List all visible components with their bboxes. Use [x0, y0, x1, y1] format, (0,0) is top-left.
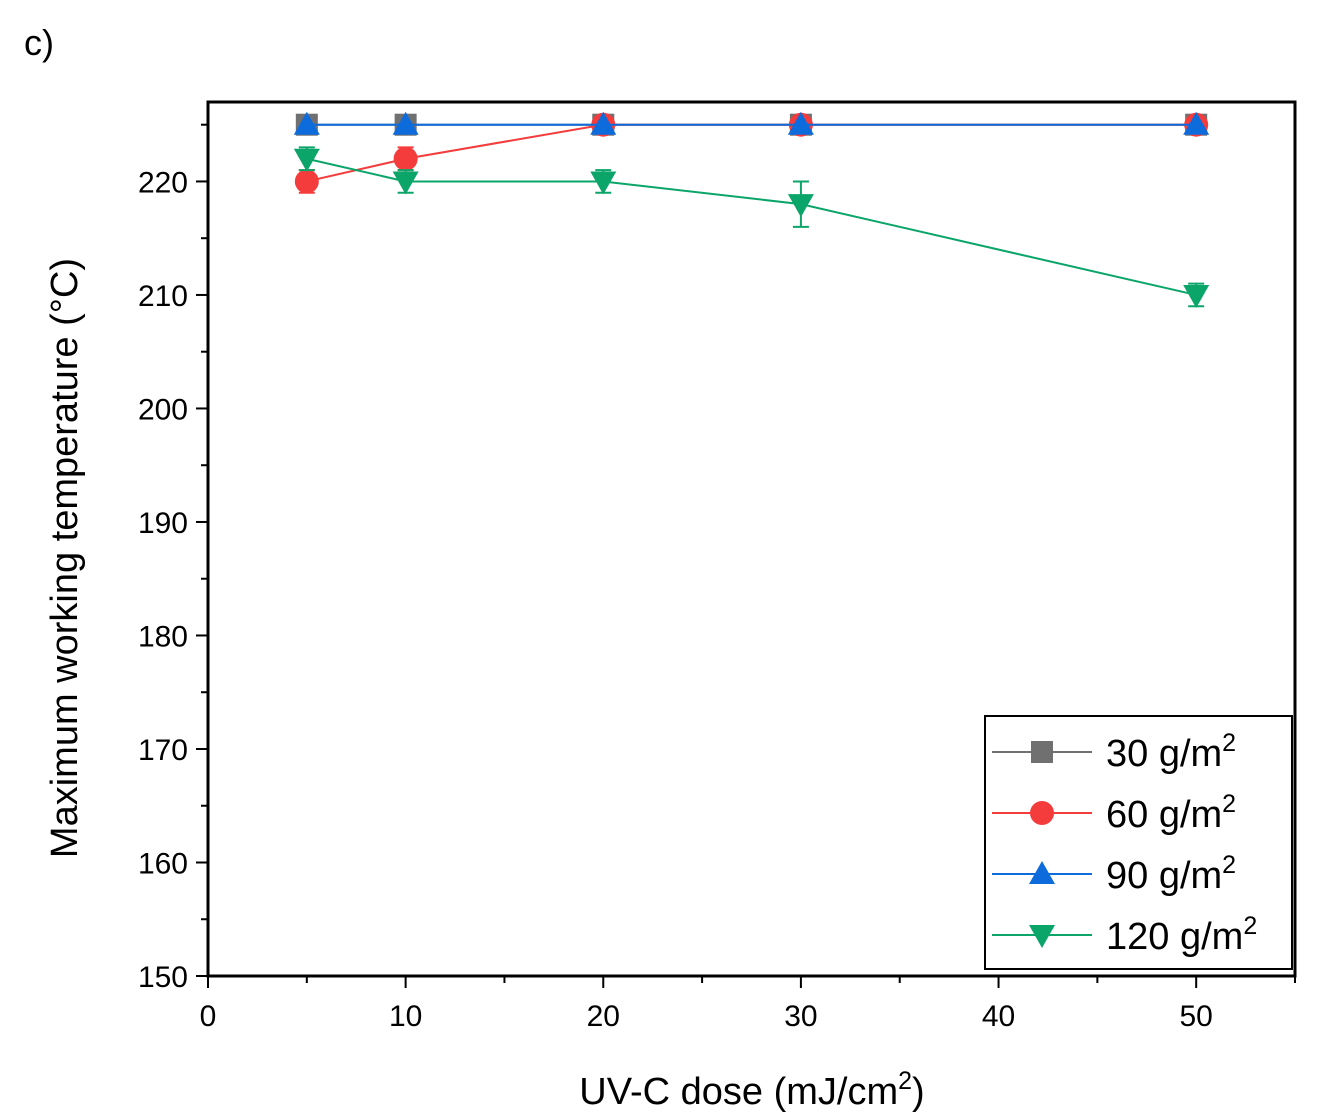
data-point: [392, 111, 419, 135]
x-tick-label: 0: [200, 1000, 217, 1033]
plot-frame: [206, 100, 1297, 978]
x-tick-label: 10: [389, 1000, 422, 1033]
y-tick-label: 170: [138, 734, 188, 767]
data-point: [294, 169, 319, 194]
data-point: [293, 148, 320, 172]
y-axis-title: Maximum working temperature (°C): [44, 258, 86, 858]
series-line: [306, 157, 1197, 296]
data-point: [590, 111, 617, 135]
data-point: [787, 111, 814, 135]
y-tick-label: 210: [138, 280, 188, 313]
data-point: [1183, 111, 1210, 135]
series-3: [293, 146, 1210, 308]
series-line: [306, 123, 1197, 183]
panel-label: c): [24, 22, 54, 63]
legend-marker: [1030, 801, 1054, 825]
data-point: [787, 194, 814, 218]
data-point: [293, 111, 320, 135]
y-tick-label: 160: [138, 847, 188, 880]
x-axis-title-main: UV-C dose (mJ/cm: [579, 1071, 898, 1113]
y-tick-label: 220: [138, 166, 188, 199]
x-axis-title-end: ): [912, 1071, 925, 1113]
data-point: [393, 146, 418, 171]
legend-label: 30 g/m2: [1106, 729, 1236, 775]
legend-label: 120 g/m2: [1106, 912, 1257, 958]
x-tick-label: 30: [784, 1000, 817, 1033]
data-point: [590, 171, 617, 195]
series-2: [293, 111, 1210, 135]
legend-label: 60 g/m2: [1106, 790, 1236, 836]
x-tick-label: 50: [1179, 1000, 1212, 1033]
y-tick-label: 200: [138, 393, 188, 426]
legend-marker: [1029, 861, 1055, 884]
legend-marker: [1031, 741, 1053, 763]
data-point: [1183, 284, 1210, 308]
x-tick-label: 40: [982, 1000, 1015, 1033]
legend-label: 90 g/m2: [1106, 851, 1236, 897]
legend: 30 g/m2 60 g/m2 90 g/m2 120 g/m2: [984, 715, 1293, 970]
tick-labels: 0 10 20 30 40 50 150 160 170 180 190 200 210 220: [138, 166, 1213, 1033]
y-tick-label: 180: [138, 620, 188, 653]
data-point: [392, 171, 419, 195]
legend-marker: [1029, 925, 1055, 948]
x-axis-title-sup: 2: [898, 1067, 912, 1095]
series-layer: [293, 111, 1210, 308]
x-tick-label: 20: [587, 1000, 620, 1033]
y-tick-label: 150: [138, 961, 188, 994]
x-axis-title: UV-C dose (mJ/cm2): [579, 1067, 924, 1113]
y-tick-label: 190: [138, 507, 188, 540]
